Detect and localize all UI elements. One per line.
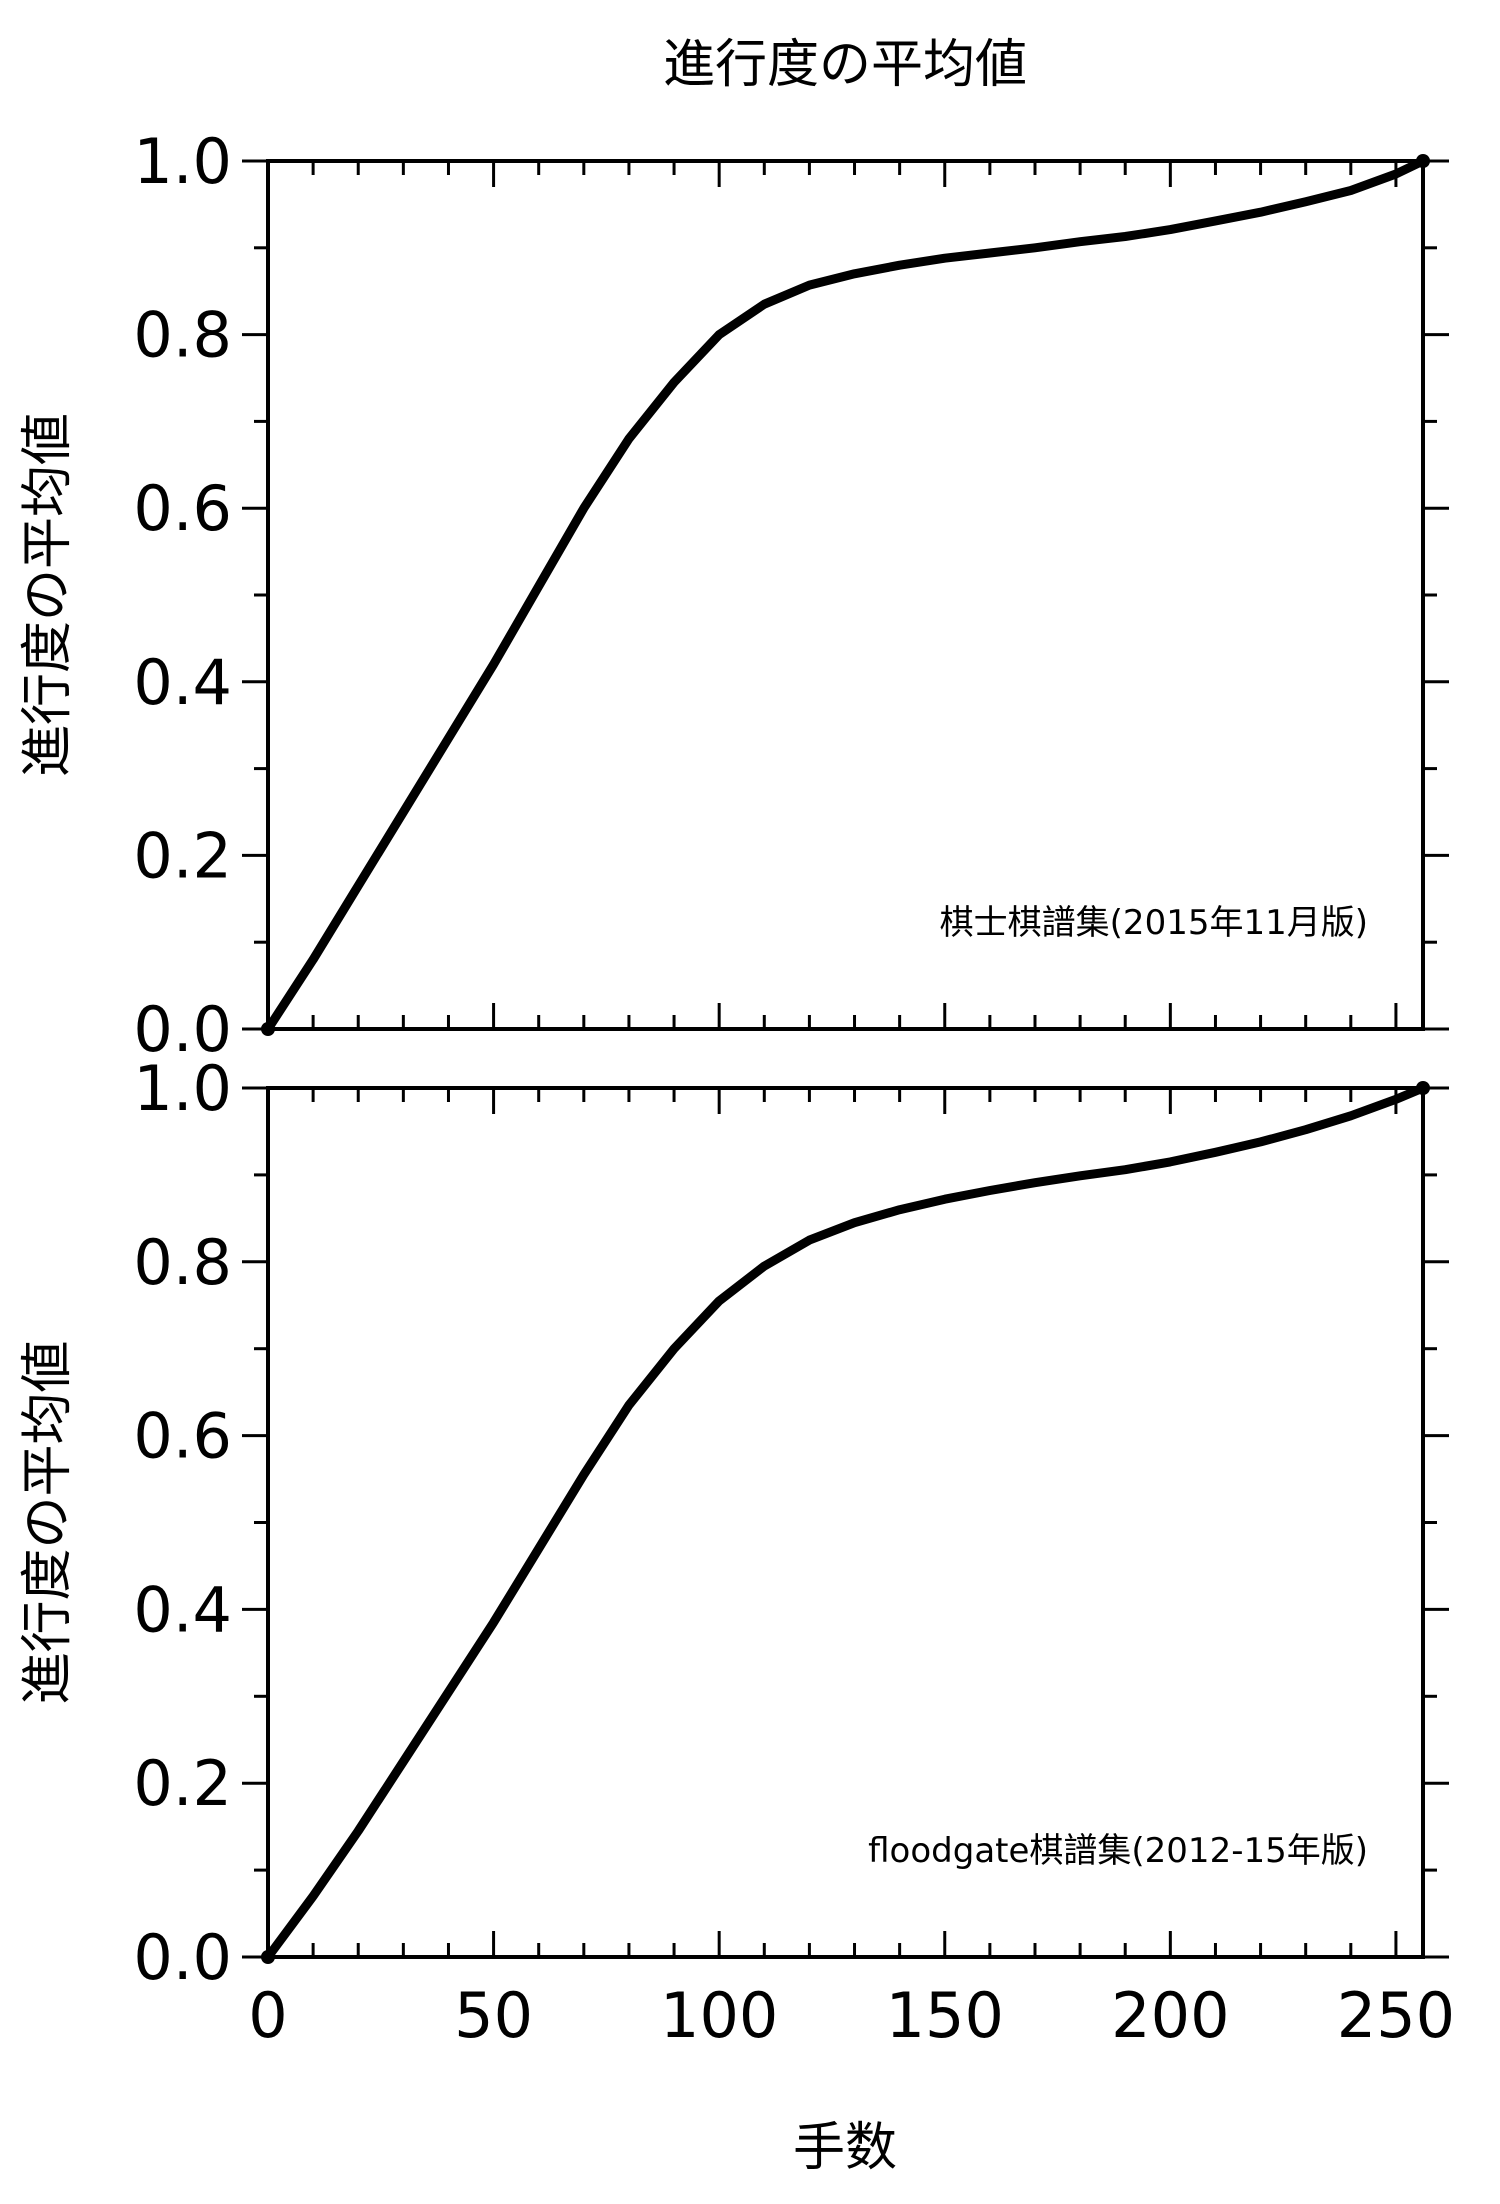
y-axis-label: 進行度の平均値 bbox=[18, 1340, 78, 1704]
panel-bottom: 0.0 0.2 0.4 0.6 0.8 1.0 0 50 100 150 200 250 進行度の平均値… bbox=[18, 1052, 1455, 2052]
y-tick-label: 0.2 bbox=[133, 819, 232, 892]
y-tick-label: 1.0 bbox=[133, 125, 232, 198]
dataset-annotation: 棋士棋譜集(2015年11月版) bbox=[940, 903, 1368, 943]
y-axis-label: 進行度の平均値 bbox=[18, 413, 78, 777]
x-tick-label: 150 bbox=[886, 1979, 1004, 2052]
y-tick-label: 0.6 bbox=[133, 1400, 232, 1473]
x-tick-label: 200 bbox=[1111, 1979, 1229, 2052]
panels: 0.00.20.40.60.81.0進行度の平均値棋士棋譜集(2015年11月版… bbox=[18, 125, 1455, 2052]
x-tick-label: 0 bbox=[248, 1979, 287, 2052]
series-start-point bbox=[261, 1950, 275, 1964]
series-end-point bbox=[1416, 154, 1430, 168]
y-tick-label: 0.8 bbox=[133, 299, 232, 372]
dataset-annotation: floodgate棋譜集(2012-15年版) bbox=[868, 1831, 1368, 1871]
panel-top: 0.0 0.2 0.4 0.6 0.8 1.0 進行度の平均値棋士棋譜集(2015年11月版… bbox=[18, 125, 1449, 1066]
y-tick-label: 0.8 bbox=[133, 1226, 232, 1299]
y-tick-label: 0.2 bbox=[133, 1747, 232, 1820]
chart-title: 進行度の平均値 bbox=[663, 35, 1027, 95]
x-tick-label: 100 bbox=[660, 1979, 778, 2052]
y-tick-label: 0.0 bbox=[133, 993, 232, 1066]
y-tick-label: 0.4 bbox=[133, 646, 232, 719]
plot-frame bbox=[266, 159, 1425, 1031]
y-tick-label: 0.0 bbox=[133, 1921, 232, 1994]
x-axis-label: 手数 bbox=[793, 2118, 897, 2178]
y-tick-label: 1.0 bbox=[133, 1052, 232, 1125]
series-end-point bbox=[1416, 1081, 1430, 1095]
plot-frame bbox=[266, 1086, 1425, 1959]
series-line bbox=[263, 1083, 1428, 1962]
y-tick-label: 0.6 bbox=[133, 472, 232, 545]
series-start-point bbox=[261, 1022, 275, 1036]
x-tick-label: 250 bbox=[1337, 1979, 1455, 2052]
y-tick-label: 0.4 bbox=[133, 1573, 232, 1646]
x-tick-label: 50 bbox=[454, 1979, 533, 2052]
series-line bbox=[263, 156, 1428, 1034]
